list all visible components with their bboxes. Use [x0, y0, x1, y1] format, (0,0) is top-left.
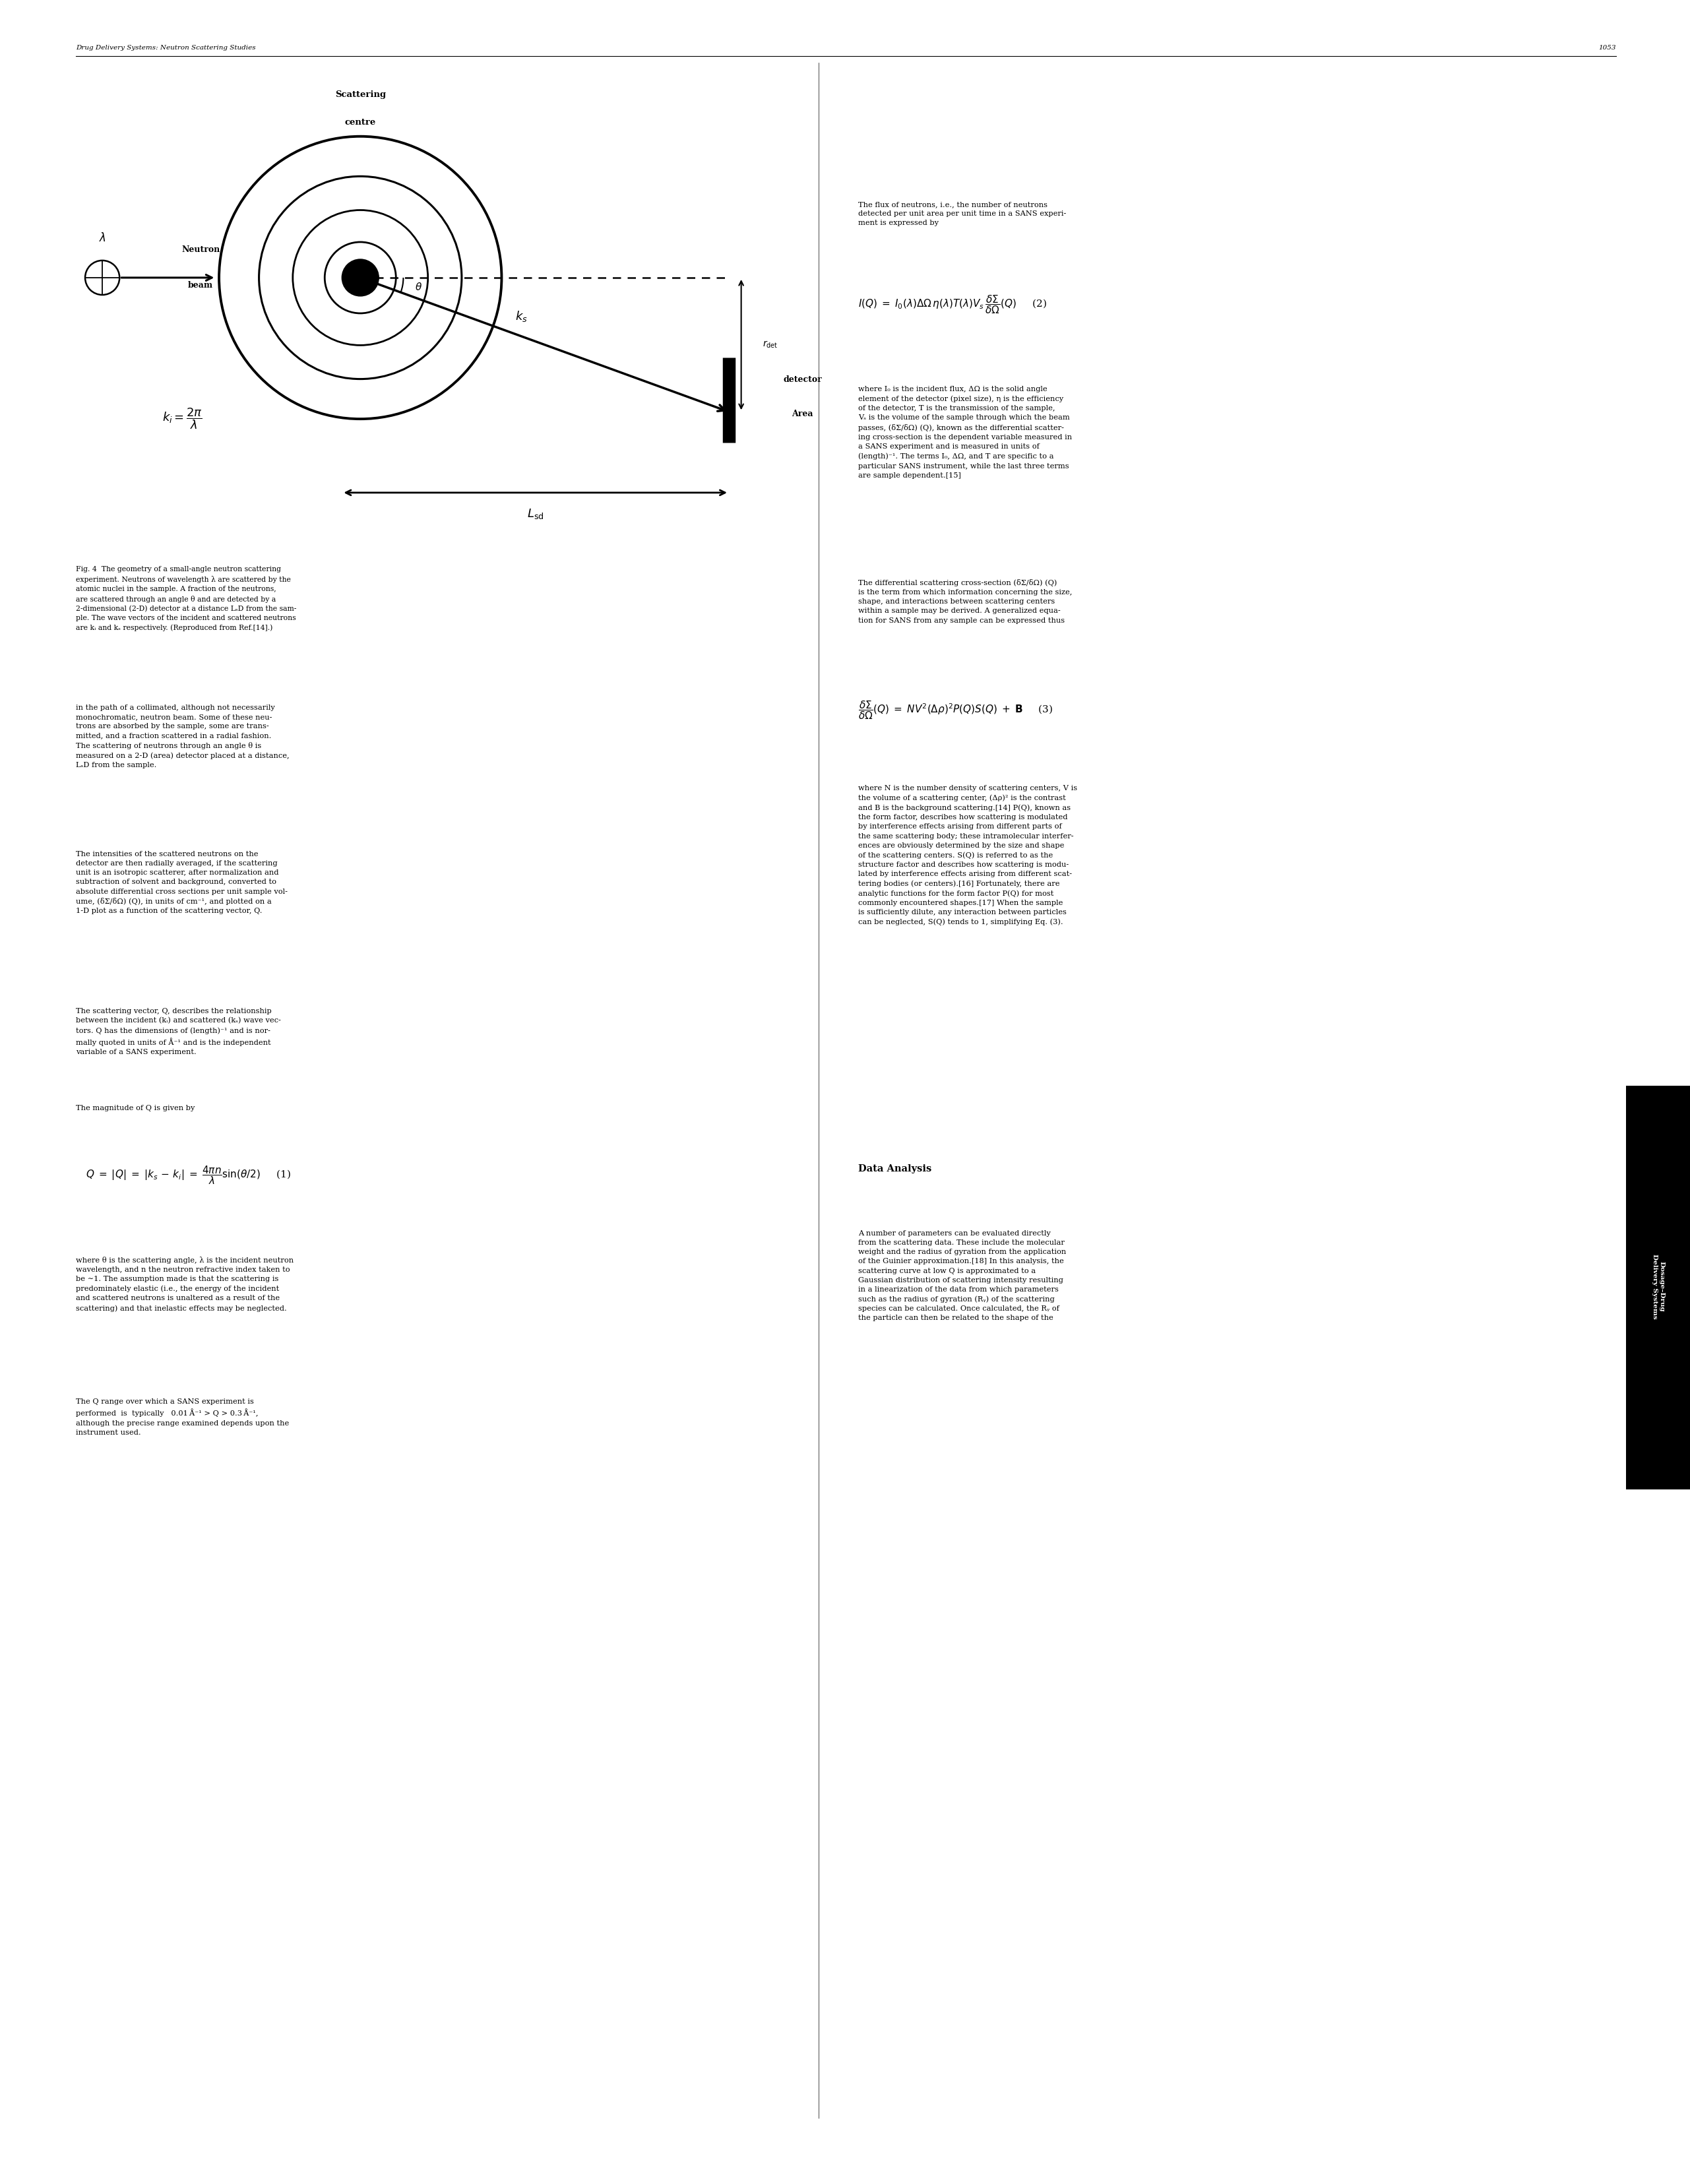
Text: Area: Area — [793, 408, 813, 417]
Text: $L_{\rm sd}$: $L_{\rm sd}$ — [527, 507, 544, 520]
Text: $r_{\rm det}$: $r_{\rm det}$ — [762, 341, 777, 349]
Text: The magnitude of Q is given by: The magnitude of Q is given by — [76, 1105, 194, 1112]
Text: where I₀ is the incident flux, ΔΩ is the solid angle
element of the detector (pi: where I₀ is the incident flux, ΔΩ is the… — [859, 387, 1071, 478]
Text: detector: detector — [782, 376, 821, 384]
Text: The Q range over which a SANS experiment is
performed  is  typically   0.01 Å⁻¹ : The Q range over which a SANS experiment… — [76, 1398, 289, 1435]
Text: The differential scattering cross-section (δΣ/δΩ) (Q)
is the term from which inf: The differential scattering cross-sectio… — [859, 579, 1071, 625]
Text: $k_s$: $k_s$ — [515, 310, 527, 323]
Text: Drug Delivery Systems: Neutron Scattering Studies: Drug Delivery Systems: Neutron Scatterin… — [76, 46, 255, 50]
Text: $Q\;=\;|Q|\;=\;|k_s\,-\,k_i|\;=\;\dfrac{4\pi n}{\lambda}\sin(\theta/2)$     (1): $Q\;=\;|Q|\;=\;|k_s\,-\,k_i|\;=\;\dfrac{… — [86, 1164, 291, 1186]
Text: $k_i = \dfrac{2\pi}{\lambda}$: $k_i = \dfrac{2\pi}{\lambda}$ — [162, 406, 203, 430]
Text: The flux of neutrons, i.e., the number of neutrons
detected per unit area per un: The flux of neutrons, i.e., the number o… — [859, 201, 1066, 227]
Text: Neutron: Neutron — [181, 245, 220, 253]
Text: $I(Q)\;=\;I_0(\lambda)\Delta\Omega\,\eta(\lambda)T(\lambda)V_s\,\dfrac{\delta\Si: $I(Q)\;=\;I_0(\lambda)\Delta\Omega\,\eta… — [859, 293, 1046, 314]
Text: Data Analysis: Data Analysis — [859, 1164, 931, 1173]
Circle shape — [341, 260, 379, 297]
Text: $\theta$: $\theta$ — [416, 282, 422, 293]
Text: beam: beam — [188, 282, 213, 288]
Bar — [1626, 1085, 1690, 1489]
Text: where N is the number density of scattering centers, V is
the volume of a scatte: where N is the number density of scatter… — [859, 784, 1077, 926]
Text: centre: centre — [345, 118, 375, 127]
Text: The intensities of the scattered neutrons on the
detector are then radially aver: The intensities of the scattered neutron… — [76, 852, 287, 915]
Text: Fig. 4  The geometry of a small-angle neutron scattering
experiment. Neutrons of: Fig. 4 The geometry of a small-angle neu… — [76, 566, 296, 631]
Text: where θ is the scattering angle, λ is the incident neutron
wavelength, and n the: where θ is the scattering angle, λ is th… — [76, 1256, 294, 1313]
Text: $\lambda$: $\lambda$ — [98, 232, 106, 245]
Text: 1053: 1053 — [1599, 46, 1616, 50]
Text: A number of parameters can be evaluated directly
from the scattering data. These: A number of parameters can be evaluated … — [859, 1230, 1066, 1321]
Text: in the path of a collimated, although not necessarily
monochromatic, neutron bea: in the path of a collimated, although no… — [76, 705, 289, 769]
Text: $\dfrac{\delta\Sigma}{\delta\Omega}(Q)\;=\;NV^2(\Delta\rho)^2P(Q)S(Q)\;+\;\mathb: $\dfrac{\delta\Sigma}{\delta\Omega}(Q)\;… — [859, 699, 1053, 721]
Text: The scattering vector, Q, describes the relationship
between the incident (kᵢ) a: The scattering vector, Q, describes the … — [76, 1007, 281, 1055]
Text: Scattering: Scattering — [335, 90, 385, 98]
Text: Dosage–Drug
Delivery Systems: Dosage–Drug Delivery Systems — [1651, 1254, 1665, 1319]
